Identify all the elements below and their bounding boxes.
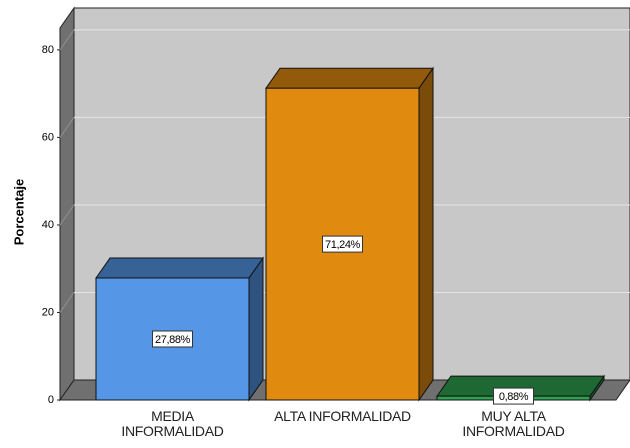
- x-tick-label: MUY ALTA INFORMALIDAD: [462, 408, 565, 439]
- value-label-box: [322, 235, 363, 253]
- grid-line: [59, 29, 75, 51]
- value-label-box: [493, 387, 534, 405]
- value-label: 27,88%: [155, 334, 191, 346]
- y-axis-label: Porcentaje: [11, 179, 26, 245]
- bar-top: [95, 257, 264, 279]
- y-tick-label: 60: [42, 131, 54, 143]
- bar-side: [248, 256, 264, 402]
- y-tick-label: 20: [42, 306, 54, 318]
- y-tick-label: 40: [42, 219, 54, 231]
- left-wall: [59, 6, 75, 402]
- x-tick-label: ALTA INFORMALIDAD: [274, 408, 411, 424]
- bar-top: [265, 67, 434, 89]
- value-label-box: [152, 330, 193, 348]
- value-label: 71,24%: [325, 239, 361, 251]
- y-tick-label: 80: [42, 44, 54, 56]
- grid-line: [59, 292, 75, 313]
- grid-line: [59, 204, 75, 226]
- x-tick-label: MEDIA INFORMALIDAD: [121, 408, 224, 439]
- bar-side: [418, 66, 434, 402]
- y-tick-label: 0: [48, 394, 54, 406]
- value-label: 0,88%: [499, 391, 529, 403]
- grid-line: [59, 117, 75, 138]
